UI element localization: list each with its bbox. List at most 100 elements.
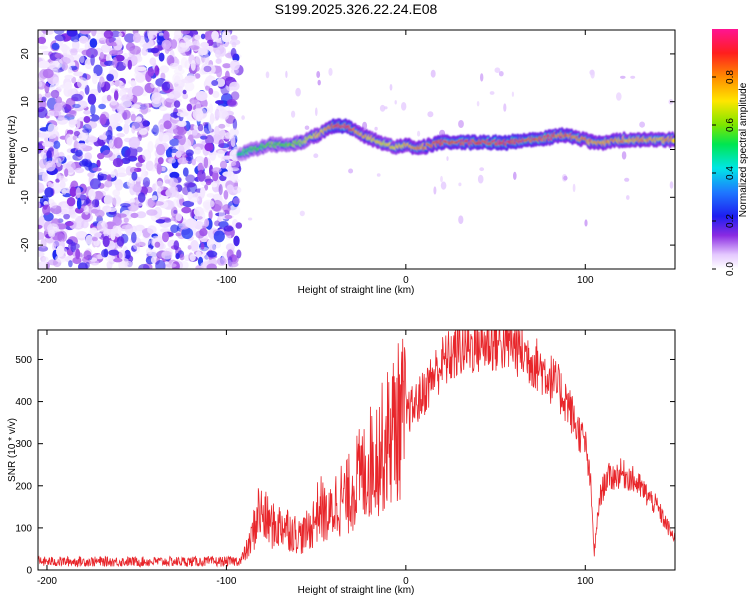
noise-blob xyxy=(190,59,196,71)
noise-blob xyxy=(76,221,82,229)
noise-blob xyxy=(120,203,131,208)
noise-blob xyxy=(127,59,132,70)
noise-blob xyxy=(142,177,151,188)
noise-blob xyxy=(163,218,172,223)
noise-blob xyxy=(113,258,123,263)
noise-blob xyxy=(184,60,191,69)
noise-blob xyxy=(154,241,161,248)
noise-blob xyxy=(83,110,92,115)
noise-blob xyxy=(206,193,215,198)
noise-blob xyxy=(200,33,206,40)
noise-blob xyxy=(150,47,159,54)
noise-blob xyxy=(121,224,133,230)
noise-blob xyxy=(211,182,218,188)
noise-blob xyxy=(217,149,225,159)
noise-blob xyxy=(159,97,166,108)
noise-blob xyxy=(480,73,484,82)
noise-blob xyxy=(39,133,50,138)
noise-blob xyxy=(669,181,674,189)
noise-blob xyxy=(38,30,42,38)
noise-blob xyxy=(98,173,109,181)
noise-region xyxy=(38,30,674,269)
noise-blob xyxy=(230,47,237,58)
noise-blob xyxy=(181,46,191,52)
noise-blob xyxy=(42,256,49,263)
noise-blob xyxy=(162,231,169,243)
noise-blob xyxy=(89,227,98,234)
noise-blob xyxy=(348,168,354,174)
noise-blob xyxy=(232,186,242,194)
noise-blob xyxy=(38,224,43,229)
noise-blob xyxy=(185,174,196,183)
noise-blob xyxy=(52,240,61,247)
noise-blob xyxy=(446,156,449,161)
noise-blob xyxy=(109,64,114,75)
noise-blob xyxy=(137,192,146,203)
noise-blob xyxy=(135,162,143,168)
noise-blob xyxy=(104,60,115,66)
noise-blob xyxy=(54,52,63,59)
noise-blob xyxy=(165,188,177,198)
noise-blob xyxy=(218,123,226,129)
noise-blob xyxy=(132,183,142,193)
noise-blob xyxy=(102,149,113,158)
noise-blob xyxy=(155,260,166,269)
noise-blob xyxy=(299,210,305,217)
noise-blob xyxy=(124,119,132,124)
noise-blob xyxy=(154,65,160,76)
noise-blob xyxy=(140,103,149,115)
spectrogram-y-axis: -20 -10 0 10 20 xyxy=(20,48,675,252)
noise-blob xyxy=(114,179,124,191)
noise-blob xyxy=(112,57,118,68)
noise-blob xyxy=(38,201,41,209)
noise-blob xyxy=(439,129,446,137)
noise-blob xyxy=(118,82,126,89)
noise-blob xyxy=(626,195,630,200)
noise-blob xyxy=(38,93,43,101)
noise-blob xyxy=(185,218,198,229)
noise-blob xyxy=(78,133,88,141)
noise-blob xyxy=(218,209,226,220)
noise-blob xyxy=(169,62,179,70)
noise-blob xyxy=(91,208,99,214)
noise-blob xyxy=(225,243,235,251)
noise-blob xyxy=(87,93,97,105)
noise-blob xyxy=(106,174,112,182)
noise-blob xyxy=(130,212,139,219)
snr-y-axis: 0 100 200 300 400 500 xyxy=(15,355,675,577)
noise-blob xyxy=(213,230,225,243)
noise-blob xyxy=(376,173,381,177)
noise-blob xyxy=(67,66,72,74)
noise-blob xyxy=(103,30,114,39)
noise-blob xyxy=(56,157,62,168)
noise-blob xyxy=(182,93,189,100)
noise-blob xyxy=(106,73,114,82)
noise-blob xyxy=(131,171,138,181)
noise-blob xyxy=(241,115,245,120)
colorbar-tick-label: 0.6 xyxy=(725,118,736,132)
noise-blob xyxy=(132,32,142,44)
noise-blob xyxy=(169,138,180,147)
noise-blob xyxy=(162,134,170,143)
noise-blob xyxy=(216,257,227,266)
noise-blob xyxy=(108,139,114,149)
y-tick-label: 100 xyxy=(15,523,32,534)
x-tick-label: -100 xyxy=(216,275,236,286)
noise-blob xyxy=(374,126,378,131)
noise-blob xyxy=(173,68,185,75)
noise-blob xyxy=(215,78,226,87)
noise-blob xyxy=(219,174,227,182)
noise-blob xyxy=(291,110,296,118)
noise-blob xyxy=(401,102,407,111)
noise-blob xyxy=(173,100,181,108)
noise-blob xyxy=(53,140,61,149)
noise-blob xyxy=(109,50,118,56)
noise-blob xyxy=(100,44,112,53)
noise-blob xyxy=(138,238,151,247)
noise-blob xyxy=(173,198,180,207)
noise-blob xyxy=(109,113,119,126)
noise-blob xyxy=(79,160,88,167)
spectrogram-y-label: Frequency (Hz) xyxy=(7,116,18,185)
noise-blob xyxy=(61,188,67,195)
noise-blob xyxy=(231,178,240,183)
